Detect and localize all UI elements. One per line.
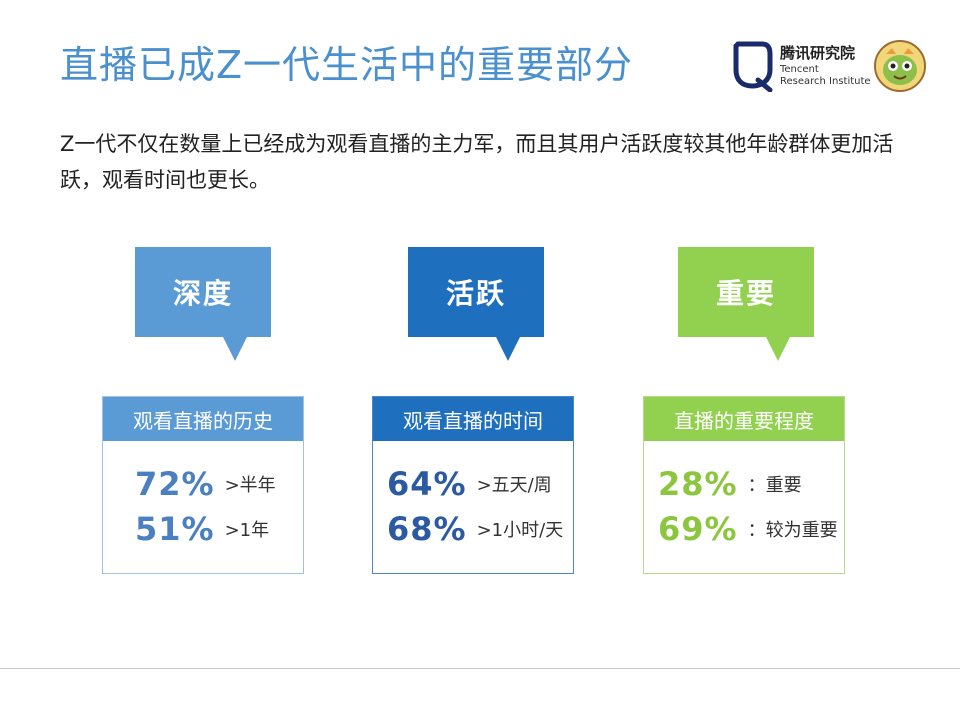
card-header: 直播的重要程度: [644, 397, 844, 441]
stat-value: 72%: [135, 465, 215, 503]
stat-row: 69% ：较为重要: [658, 510, 838, 548]
stat-value: 51%: [135, 510, 215, 548]
stat-label: >1年: [224, 520, 270, 541]
logo-name-en-line2: Research Institute: [780, 76, 871, 87]
callout-active: 活跃: [408, 247, 544, 361]
callout-important: 重要: [678, 247, 814, 361]
stat-row: 51% >1年: [135, 510, 269, 548]
callout-pointer: [766, 337, 790, 361]
stat-value: 68%: [387, 510, 467, 548]
footer-divider: [0, 668, 960, 669]
logo-name-en-line1: Tencent: [780, 64, 819, 75]
stat-value: 28%: [658, 465, 738, 503]
callout-pointer: [496, 337, 520, 361]
stat-row: 28% ：重要: [658, 465, 802, 503]
stat-label: >1小时/天: [476, 520, 564, 541]
stat-label: ：较为重要: [747, 520, 838, 541]
stat-row: 64% >五天/周: [387, 465, 552, 503]
intro-paragraph: Z一代不仅在数量上已经成为观看直播的主力军，而且其用户活跃度较其他年龄群体更加活…: [60, 132, 894, 192]
stat-card-importance: 直播的重要程度 28% ：重要 69% ：较为重要: [643, 396, 845, 574]
card-header: 观看直播的历史: [103, 397, 303, 441]
callout-pointer: [223, 337, 247, 361]
stat-label: ：重要: [747, 475, 802, 496]
logo-name-cn: 腾讯研究院: [780, 44, 856, 62]
stat-value: 69%: [658, 510, 738, 548]
callout-label: 深度: [135, 247, 271, 337]
mascot-icon: [874, 40, 926, 92]
stat-row: 72% >半年: [135, 465, 276, 503]
callout-label: 重要: [678, 247, 814, 337]
callout-depth: 深度: [135, 247, 271, 361]
slide-title: 直播已成Z一代生活中的重要部分: [60, 43, 634, 87]
stat-card-history: 观看直播的历史 72% >半年 51% >1年: [102, 396, 304, 574]
card-header: 观看直播的时间: [373, 397, 573, 441]
tencent-research-logo: 腾讯研究院 Tencent Research Institute: [732, 40, 932, 96]
stat-value: 64%: [387, 465, 467, 503]
stat-card-time: 观看直播的时间 64% >五天/周 68% >1小时/天: [372, 396, 574, 574]
tencent-q-logo-icon: [733, 41, 773, 92]
stat-label: >半年: [224, 475, 276, 496]
callout-label: 活跃: [408, 247, 544, 337]
stat-label: >五天/周: [476, 475, 552, 496]
stat-row: 68% >1小时/天: [387, 510, 563, 548]
